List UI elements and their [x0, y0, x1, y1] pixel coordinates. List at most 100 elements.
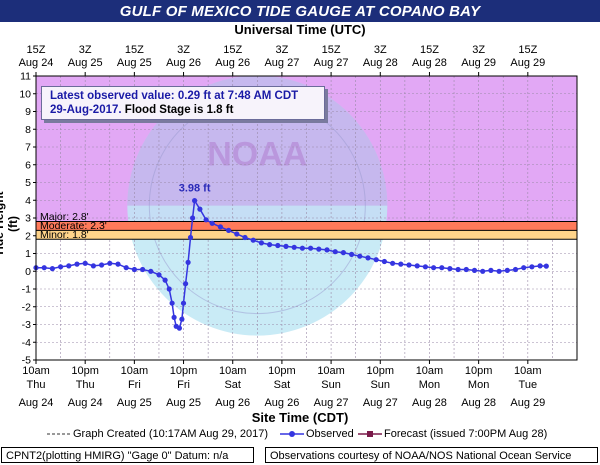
observed-point: [250, 237, 256, 243]
observed-point: [148, 268, 154, 274]
observed-point: [471, 267, 478, 273]
observed-point: [58, 264, 64, 270]
bottom-tick-date: Aug 25: [117, 397, 152, 409]
observed-point: [455, 266, 461, 273]
top-tick-time: 15Z: [420, 44, 439, 56]
observed-point: [390, 260, 396, 266]
bottom-tick-date: Aug 28: [412, 397, 447, 409]
observed-point: [381, 258, 387, 265]
legend-graph-created: Graph Created (10:17AM Aug 29, 2017): [47, 428, 268, 440]
y-tick-label: 9: [25, 106, 31, 118]
observed-point: [324, 247, 330, 253]
y-tick-label: 11: [20, 71, 31, 83]
observed-point: [107, 260, 113, 266]
observed-point: [41, 265, 47, 271]
top-tick-time: 3Z: [275, 44, 288, 56]
observed-point: [504, 267, 510, 273]
y-tick-label: -3: [22, 319, 31, 331]
bottom-axis-title: Site Time (CDT): [251, 410, 349, 425]
observed-point: [179, 316, 185, 322]
observed-point: [357, 253, 363, 259]
y-tick-label: 2: [25, 230, 31, 242]
bottom-tick-date: Aug 27: [314, 397, 349, 409]
bottom-tick-time: 10am: [219, 365, 247, 377]
bottom-tick-date: Aug 29: [510, 397, 545, 409]
top-tick-date: Aug 27: [314, 57, 349, 69]
observed-point: [414, 263, 420, 269]
dashed-line-icon: [47, 433, 71, 435]
bottom-tick-time: 10pm: [268, 365, 296, 377]
footer-credit: Observations courtesy of NOAA/NOS Nation…: [265, 447, 598, 463]
observed-point: [176, 325, 182, 331]
top-tick-date: Aug 29: [461, 57, 496, 69]
observed-point: [203, 217, 209, 223]
observed-point: [537, 263, 543, 269]
legend-graph-created-label: Graph Created (10:17AM Aug 29, 2017): [73, 428, 269, 440]
bottom-tick-date: Aug 24: [19, 397, 54, 409]
flood-stage-text: Flood Stage is 1.8 ft: [124, 104, 234, 116]
bottom-tick-day: Tue: [519, 379, 538, 391]
observed-point: [183, 281, 189, 287]
observed-point: [187, 234, 194, 241]
observed-point: [439, 265, 445, 271]
observed-point: [308, 245, 314, 251]
bottom-tick-date: Aug 24: [68, 397, 103, 409]
y-tick-label: 4: [25, 195, 31, 207]
top-tick-time: 3Z: [472, 44, 485, 56]
top-tick-date: Aug 27: [264, 57, 299, 69]
observed-point: [521, 265, 527, 271]
observed-point: [90, 263, 96, 269]
observed-point: [365, 255, 371, 261]
legend-observed: Observed: [280, 428, 354, 440]
y-tick-label: 0: [25, 266, 31, 278]
observed-point: [291, 244, 297, 250]
observed-point: [226, 227, 232, 233]
bottom-tick-day: Thu: [76, 379, 95, 391]
observed-point: [349, 251, 355, 257]
bottom-tick-time: 10am: [416, 365, 444, 377]
bottom-tick-day: Mon: [468, 379, 489, 391]
top-tick-date: Aug 28: [412, 57, 447, 69]
observed-point: [209, 220, 215, 226]
observed-point: [496, 268, 502, 274]
top-axis-title: Universal Time (UTC): [234, 22, 366, 37]
top-tick-time: 3Z: [79, 44, 92, 56]
stage-label-moderate: Moderate: 2.3': [40, 220, 107, 232]
latest-observation-box: Latest observed value: 0.29 ft at 7:48 A…: [41, 86, 325, 120]
latest-observation-date: 29-Aug-2017.: [50, 104, 122, 116]
moderate-stage-band: [36, 221, 577, 231]
observed-point: [99, 262, 105, 268]
y-tick-label: 5: [25, 177, 31, 189]
bottom-tick-date: Aug 28: [461, 397, 496, 409]
latest-observation-line: Latest observed value: 0.29 ft at 7:48 A…: [50, 90, 299, 102]
top-tick-date: Aug 26: [166, 57, 201, 69]
observed-point: [156, 272, 162, 278]
top-tick-date: Aug 25: [117, 57, 152, 69]
bottom-tick-date: Aug 26: [215, 397, 250, 409]
observed-point: [131, 266, 137, 273]
observed-point: [115, 261, 121, 267]
top-tick-date: Aug 28: [363, 57, 398, 69]
observed-point: [192, 198, 198, 204]
bottom-tick-time: 10am: [22, 365, 50, 377]
observed-point: [488, 267, 494, 273]
peak-label: 3.98 ft: [179, 183, 211, 195]
top-tick-date: Aug 24: [19, 57, 54, 69]
legend-forecast: Forecast (issued 7:00PM Aug 28): [358, 428, 547, 440]
observed-point: [398, 261, 404, 267]
legend-forecast-label: Forecast (issued 7:00PM Aug 28): [384, 428, 548, 440]
y-tick-label: -1: [22, 284, 31, 296]
observed-point: [258, 240, 264, 246]
top-tick-date: Aug 25: [68, 57, 103, 69]
bottom-tick-time: 10pm: [367, 365, 395, 377]
observed-point: [123, 265, 129, 271]
bottom-tick-day: Fri: [177, 379, 190, 391]
observed-point: [422, 264, 428, 270]
y-tick-label: 8: [25, 124, 31, 136]
top-tick-time: 15Z: [27, 44, 46, 56]
y-tick-label: 7: [25, 142, 31, 154]
bottom-tick-day: Fri: [128, 379, 141, 391]
bottom-tick-date: Aug 25: [166, 397, 201, 409]
observed-point: [543, 263, 549, 269]
bottom-tick-time: 10pm: [170, 365, 198, 377]
